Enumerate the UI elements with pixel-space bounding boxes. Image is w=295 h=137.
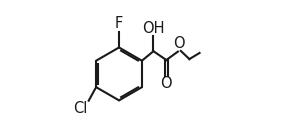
Text: Cl: Cl	[73, 101, 87, 116]
Text: O: O	[160, 76, 172, 91]
Text: OH: OH	[142, 21, 165, 36]
Text: F: F	[115, 16, 123, 31]
Text: O: O	[173, 35, 184, 51]
